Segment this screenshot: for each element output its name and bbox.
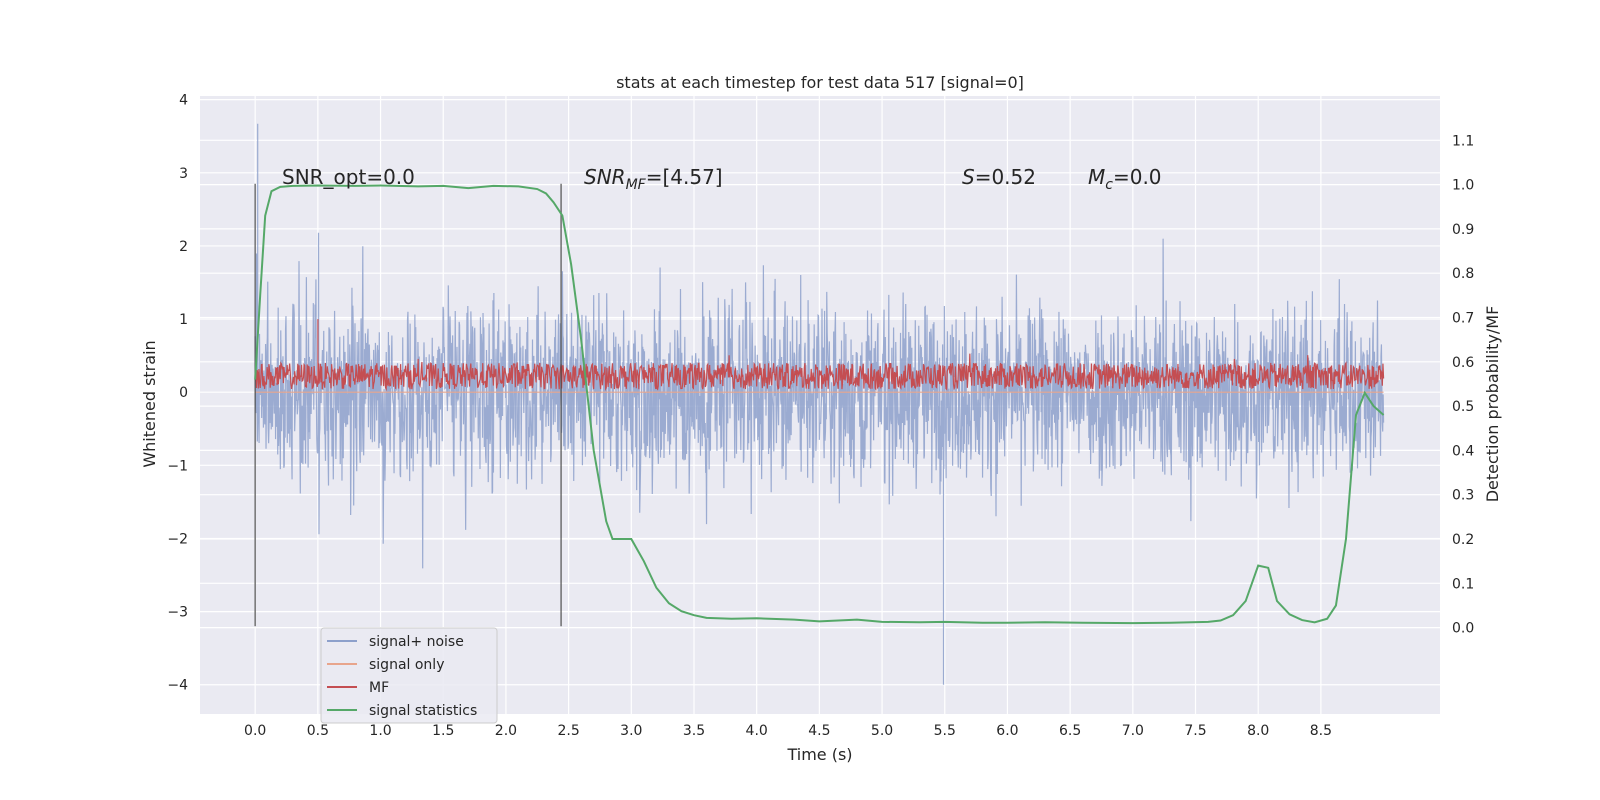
y2-tick-label: 0.2: [1452, 532, 1474, 548]
legend: signal+ noise signal only MF signal stat…: [320, 627, 498, 724]
annotation-mc-symbol: M: [1088, 165, 1105, 189]
series-signal-statistics-line: [254, 184, 1385, 625]
y-tick-label: 1: [179, 312, 188, 328]
y2-tick-label: 0.9: [1452, 222, 1474, 238]
x-tick-label: 0.0: [244, 723, 266, 739]
annotation-s-symbol: S: [962, 165, 975, 189]
x-tick-label: 6.0: [996, 723, 1018, 739]
x-tick-label: 8.5: [1310, 723, 1332, 739]
y-tick-label: 4: [179, 93, 188, 109]
y2-tick-label: 0.3: [1452, 488, 1474, 504]
x-axis-label: Time (s): [786, 745, 852, 764]
y2-tick-label: 1.0: [1452, 178, 1474, 194]
x-tick-label: 5.5: [934, 723, 956, 739]
y-tick-label: −3: [167, 605, 188, 621]
x-tick-label: 7.0: [1122, 723, 1144, 739]
y-tick-label: −1: [167, 458, 188, 474]
legend-box: [320, 627, 498, 724]
x-tick-label: 2.0: [495, 723, 517, 739]
y-tick-label: −2: [167, 531, 188, 547]
x-tick-label: 4.5: [808, 723, 830, 739]
legend-label-signal-only: signal only: [369, 657, 444, 673]
y2-tick-label: 0.8: [1452, 266, 1474, 282]
series-mf-line: [254, 319, 1385, 392]
annotation-mc: Mc=0.0: [1088, 165, 1162, 193]
y2-tick-label: 0.7: [1452, 311, 1474, 327]
y-axis-ticks: −4 −3 −2 −1 0 1 2 3 4: [167, 93, 188, 694]
y2-tick-label: 0.1: [1452, 576, 1474, 592]
y2-axis-label: Detection probability/MF: [1483, 306, 1502, 503]
vertical-markers: [254, 183, 562, 627]
x-tick-label: 7.5: [1184, 723, 1206, 739]
x-tick-label: 3.5: [683, 723, 705, 739]
y-tick-label: −4: [167, 678, 188, 694]
y2-tick-label: 0.5: [1452, 399, 1474, 415]
annotation-snr-opt: SNR_opt=0.0: [282, 165, 415, 189]
x-tick-label: 1.5: [432, 723, 454, 739]
y2-tick-label: 0.4: [1452, 443, 1474, 459]
x-tick-label: 3.0: [620, 723, 642, 739]
y-tick-label: 3: [179, 166, 188, 182]
x-tick-label: 8.0: [1247, 723, 1269, 739]
x-tick-label: 2.5: [557, 723, 579, 739]
annotation-snr-mf-value: =[4.57]: [646, 165, 723, 189]
annotation-mc-subscript: c: [1105, 177, 1113, 193]
x-tick-label: 5.0: [871, 723, 893, 739]
annotation-s-value: =0.52: [975, 165, 1036, 189]
x-tick-label: 0.5: [307, 723, 329, 739]
y2-axis-ticks: 0.0 0.1 0.2 0.3 0.4 0.5 0.6 0.7 0.8 0.9 1.0 1.1: [1452, 133, 1474, 636]
annotation-s: S=0.52: [962, 165, 1036, 189]
y2-tick-label: 0.6: [1452, 355, 1474, 371]
x-tick-label: 6.5: [1059, 723, 1081, 739]
x-tick-label: 1.0: [369, 723, 391, 739]
y-tick-label: 2: [179, 239, 188, 255]
annotation-snr-mf: SNRMF=[4.57]: [584, 165, 723, 193]
legend-label-signal-noise: signal+ noise: [369, 634, 464, 650]
y2-tick-label: 1.1: [1452, 133, 1474, 149]
annotation-snr-mf-symbol: SNR: [584, 165, 626, 189]
x-tick-label: 4.0: [746, 723, 768, 739]
x-axis-ticks: 0.0 0.5 1.0 1.5 2.0 2.5 3.0 3.5 4.0 4.5 5.0 5.5 6.0 6…: [244, 723, 1332, 739]
chart-title: stats at each timestep for test data 517…: [616, 73, 1024, 92]
annotation-mc-value: =0.0: [1113, 165, 1162, 189]
y-axis-label: Whitened strain: [140, 340, 159, 467]
y2-tick-label: 0.0: [1452, 621, 1474, 637]
legend-label-signal-statistics: signal statistics: [369, 703, 477, 719]
y-tick-label: 0: [179, 385, 188, 401]
legend-label-mf: MF: [369, 680, 389, 696]
annotation-snr-mf-subscript: MF: [626, 177, 647, 193]
